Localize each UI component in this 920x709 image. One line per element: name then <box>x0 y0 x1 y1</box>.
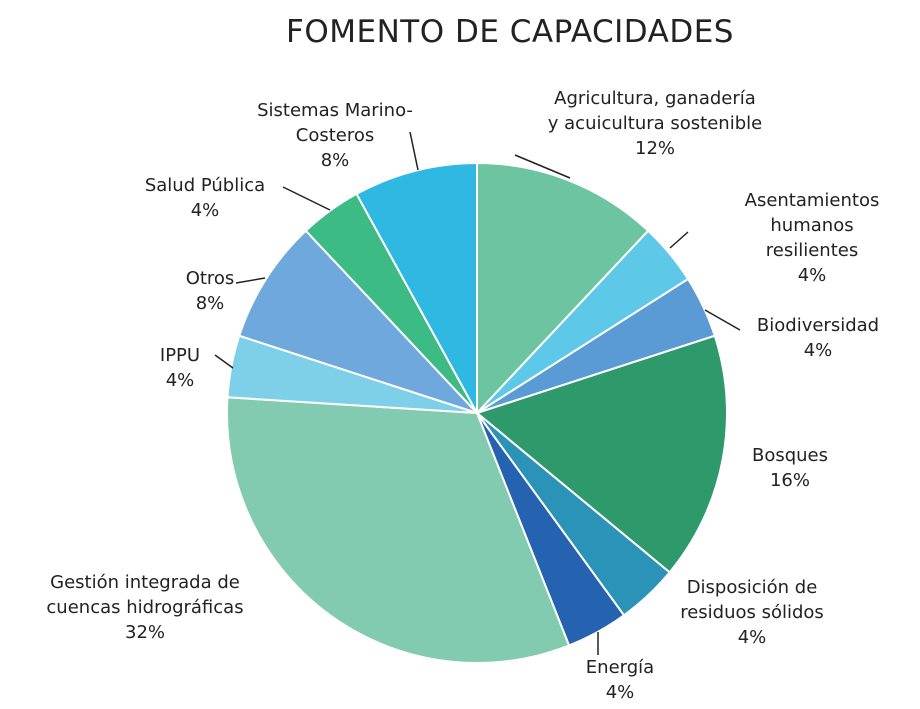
slice-label: Salud Pública 4% <box>145 173 265 223</box>
leader-line <box>214 354 234 369</box>
leader-line <box>282 186 331 211</box>
category-label: Otros <box>185 268 235 289</box>
leader-line <box>409 131 419 171</box>
value-label: 4% <box>605 682 635 703</box>
leader-line <box>514 154 571 179</box>
pie-slice <box>237 229 478 414</box>
value-label: 8% <box>320 150 350 171</box>
category-label: Agricultura, ganadería y acuicultura sos… <box>547 88 763 134</box>
pie-slice <box>474 334 728 574</box>
chart-title: FOMENTO DE CAPACIDADES <box>286 14 734 50</box>
pie-slice <box>476 161 650 416</box>
category-label: IPPU <box>159 345 201 366</box>
pie-slice <box>355 161 478 414</box>
slice-label: Agricultura, ganadería y acuicultura sos… <box>548 86 762 161</box>
pie-slice <box>226 396 571 664</box>
category-label: Gestión integrada de cuencas hidrográfic… <box>46 572 244 618</box>
category-label: Biodiversidad <box>756 315 880 336</box>
category-label: Disposición de residuos sólidos <box>680 577 824 623</box>
value-label: 4% <box>737 627 767 648</box>
category-label: Sistemas Marino- Costeros <box>257 100 413 146</box>
slice-label: Energía 4% <box>586 655 654 705</box>
category-label: Asentamientos humanos resilientes <box>744 190 880 261</box>
leader-line <box>669 231 689 249</box>
slice-label: Disposición de residuos sólidos 4% <box>680 575 824 650</box>
value-label: 4% <box>803 340 833 361</box>
value-label: 12% <box>634 138 676 159</box>
slice-label: Asentamientos humanos resilientes 4% <box>745 188 880 288</box>
slice-label: Gestión integrada de cuencas hidrográfic… <box>46 570 243 645</box>
category-label: Bosques <box>751 445 829 466</box>
value-label: 4% <box>165 370 195 391</box>
slice-label: Biodiversidad 4% <box>757 313 879 363</box>
value-label: 32% <box>124 622 166 643</box>
value-label: 8% <box>195 293 225 314</box>
category-label: Salud Pública <box>144 175 266 196</box>
slice-label: Bosques 16% <box>752 443 828 493</box>
value-label: 16% <box>769 470 810 491</box>
value-label: 4% <box>190 200 220 221</box>
slice-label: IPPU 4% <box>160 343 200 393</box>
slice-label: Sistemas Marino- Costeros 8% <box>257 98 413 173</box>
leader-line <box>235 277 266 284</box>
value-label: 4% <box>797 265 827 286</box>
category-label: Energía <box>585 657 655 678</box>
slice-label: Otros 8% <box>186 266 235 316</box>
leader-line <box>704 309 741 331</box>
